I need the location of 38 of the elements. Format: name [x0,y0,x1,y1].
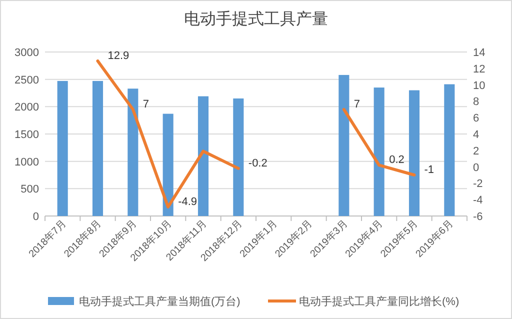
y-tick-label: 2000 [14,102,39,114]
chart-title: 电动手提式工具产量 [184,10,328,28]
bar [92,80,104,216]
bar [444,84,455,216]
bar [374,88,384,216]
y2-tick-label: -4 [473,194,483,207]
y-tick-label: 2500 [14,74,39,86]
y-tick-label: 3000 [14,47,39,59]
y2-tick-label: 10 [473,80,486,92]
y2-tick-label: 2 [473,145,480,158]
bar [233,98,244,216]
y2-tick-label: 14 [473,47,486,59]
data-label: -1 [424,164,434,176]
data-label: 7 [354,98,360,110]
y2-tick-label: 0 [473,162,480,174]
data-label: 0.2 [389,154,404,166]
data-label: -0.2 [248,157,268,170]
bar [57,80,68,216]
data-label: 7 [142,98,150,110]
bar [128,88,138,216]
bar [162,114,174,216]
data-label: 12.9 [108,50,130,62]
y-tick-label: 0 [32,211,39,223]
data-label: -4.9 [178,196,198,208]
y-tick-label: 1500 [14,129,39,141]
y-tick-label: 1000 [14,156,39,168]
y2-tick-label: -6 [473,211,483,223]
y2-tick-label: -2 [473,178,483,190]
bar [338,74,350,216]
y2-tick-label: 8 [473,96,480,108]
legend-label: 电动手提式工具产量当期值(万台) [79,295,240,308]
y-tick-label: 500 [20,184,39,196]
bar [198,96,209,216]
legend-label: 电动手提式工具产量同比增长(%) [299,295,460,308]
y2-tick-label: 4 [473,129,480,141]
y2-tick-label: 6 [473,112,480,125]
y2-tick-label: 12 [473,63,486,76]
bar [408,90,420,216]
